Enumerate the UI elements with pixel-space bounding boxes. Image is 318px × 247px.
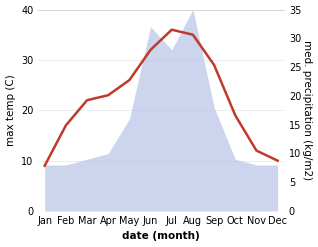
X-axis label: date (month): date (month) — [122, 231, 200, 242]
Y-axis label: max temp (C): max temp (C) — [5, 74, 16, 146]
Y-axis label: med. precipitation (kg/m2): med. precipitation (kg/m2) — [302, 40, 313, 180]
